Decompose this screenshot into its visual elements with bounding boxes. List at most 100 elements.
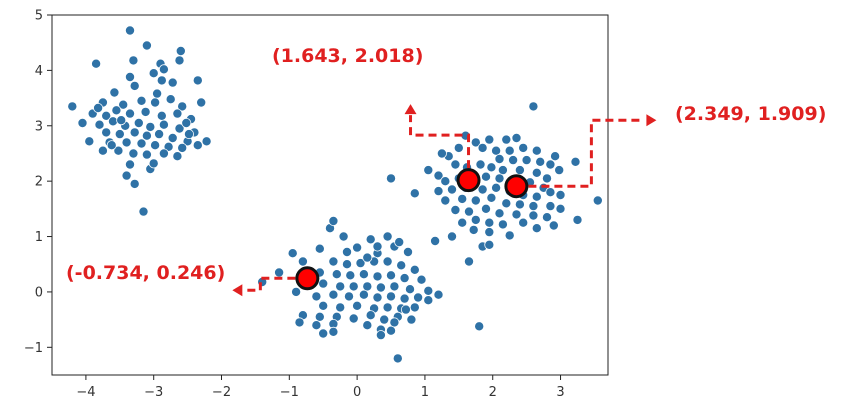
- data-point: [531, 145, 542, 156]
- data-point: [294, 317, 305, 328]
- data-point: [128, 55, 139, 66]
- data-point: [470, 137, 481, 148]
- data-point: [177, 101, 188, 112]
- data-point: [177, 142, 188, 153]
- data-point: [125, 25, 136, 36]
- data-point: [145, 121, 156, 132]
- data-point: [138, 206, 149, 217]
- data-point: [382, 302, 393, 313]
- data-point: [148, 68, 159, 79]
- data-point: [528, 101, 539, 112]
- data-point: [158, 119, 169, 130]
- x-tick-label: −3: [144, 385, 163, 400]
- data-point: [125, 108, 136, 119]
- data-point: [150, 97, 161, 108]
- data-point: [592, 195, 603, 206]
- data-point: [423, 295, 434, 306]
- data-point: [385, 325, 396, 336]
- data-point: [311, 291, 322, 302]
- x-tick-label: 2: [489, 385, 497, 400]
- highlight-point: [295, 266, 320, 291]
- data-point: [167, 77, 178, 88]
- data-point: [463, 206, 474, 217]
- data-point: [328, 326, 339, 337]
- data-point: [423, 285, 434, 296]
- data-point: [484, 239, 495, 250]
- arrow-head: [646, 114, 657, 127]
- data-point: [158, 64, 169, 75]
- x-tick-label: 0: [353, 385, 361, 400]
- data-point: [196, 97, 207, 108]
- data-point: [201, 136, 212, 147]
- data-point: [528, 210, 539, 221]
- data-point: [470, 195, 481, 206]
- data-point: [555, 189, 566, 200]
- data-point: [545, 201, 556, 212]
- data-point: [409, 264, 420, 275]
- data-point: [545, 187, 556, 198]
- data-point: [94, 119, 105, 130]
- data-point: [163, 141, 174, 152]
- data-point: [484, 227, 495, 238]
- data-point: [101, 110, 112, 121]
- data-point: [494, 153, 505, 164]
- data-point: [125, 72, 136, 83]
- data-point: [152, 88, 163, 99]
- data-point: [136, 95, 147, 106]
- data-point: [484, 217, 495, 228]
- annotation-label-2: (1.643, 2.018): [272, 45, 423, 67]
- data-point: [345, 270, 356, 281]
- x-tick-label: −2: [212, 385, 231, 400]
- data-point: [528, 201, 539, 212]
- data-point: [311, 320, 322, 331]
- data-point: [358, 269, 369, 280]
- data-point: [518, 217, 529, 228]
- data-point: [348, 281, 359, 292]
- data-point: [389, 281, 400, 292]
- data-point: [531, 167, 542, 178]
- data-point: [328, 289, 339, 300]
- data-point: [129, 127, 140, 138]
- data-point: [372, 241, 383, 252]
- data-point: [406, 314, 417, 325]
- data-point: [497, 165, 508, 176]
- data-point: [475, 159, 486, 170]
- data-point: [67, 101, 78, 112]
- arrow-head: [232, 284, 243, 297]
- data-point: [141, 149, 152, 160]
- data-point: [416, 274, 427, 285]
- data-point: [84, 136, 95, 147]
- data-point: [570, 156, 581, 167]
- y-tick-label: 4: [35, 64, 43, 79]
- annotation-label-1: (-0.734, 0.246): [66, 262, 225, 284]
- data-point: [446, 231, 457, 242]
- data-point: [463, 256, 474, 267]
- points-layer: [67, 25, 603, 364]
- data-point: [514, 199, 525, 210]
- data-point: [156, 110, 167, 121]
- data-point: [491, 145, 502, 156]
- data-point: [413, 292, 424, 303]
- data-point: [486, 162, 497, 173]
- data-point: [355, 258, 366, 269]
- data-point: [150, 140, 161, 151]
- data-point: [514, 165, 525, 176]
- data-point: [440, 195, 451, 206]
- data-point: [484, 134, 495, 145]
- data-point: [335, 281, 346, 292]
- data-point: [125, 159, 136, 170]
- data-point: [154, 129, 165, 140]
- data-point: [433, 186, 444, 197]
- data-point: [572, 214, 583, 225]
- data-point: [148, 158, 159, 169]
- data-point: [480, 203, 491, 214]
- data-point: [128, 148, 139, 159]
- data-point: [174, 123, 185, 134]
- data-point: [385, 173, 396, 184]
- data-point: [504, 145, 515, 156]
- data-point: [165, 94, 176, 105]
- highlight-point: [504, 174, 529, 199]
- data-point: [328, 215, 339, 226]
- data-point: [358, 289, 369, 300]
